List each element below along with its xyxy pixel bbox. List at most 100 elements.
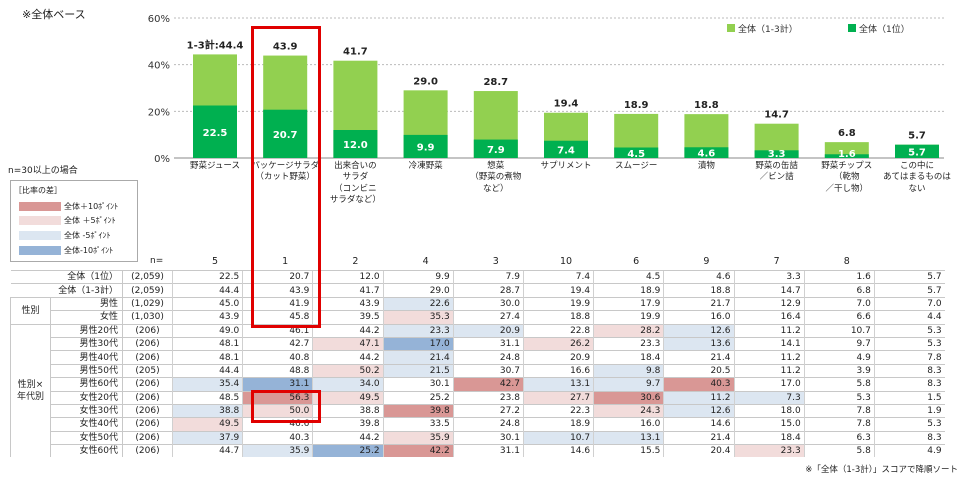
row-label: 女性30代 xyxy=(50,403,123,418)
value-cell: 6.6 xyxy=(803,310,875,325)
value-cell: 8.3 xyxy=(873,363,945,378)
value-cell: 4.9 xyxy=(873,444,945,458)
value-cell: 31.1 xyxy=(242,377,313,392)
value-cell: 5.3 xyxy=(873,323,945,338)
value-cell: 39.5 xyxy=(312,310,384,325)
diff-legend-title: ［比率の差］ xyxy=(14,186,62,195)
row-label: 全体（1-3計） xyxy=(10,283,123,298)
value-cell: 22.8 xyxy=(522,323,594,338)
rank-label: 7 xyxy=(773,256,780,267)
legend-label: 全体（1-3計） xyxy=(738,23,798,35)
category-label: 出来合いの サラダ （コンビニ サラダなど） xyxy=(329,161,381,206)
value-cell: 29.0 xyxy=(382,283,454,298)
table-row: 性別× 年代別 男性20代 (206) 49.0 46.1 44.2 23.3 20.9 22.8… xyxy=(10,323,945,458)
value-cell: 13.1 xyxy=(593,430,664,445)
value-cell: 14.7 xyxy=(733,283,805,298)
table-row: 女性40代 (206) 49.5 46.6 39.8 33.5 24.8 18.9 16.0 14… xyxy=(11,417,945,432)
value-cell: 35.4 xyxy=(171,377,243,392)
value-cell: 35.3 xyxy=(382,310,454,325)
value-cell: 43.9 xyxy=(171,310,243,325)
rank-label: 9 xyxy=(703,256,710,267)
value-cell: 13.6 xyxy=(663,336,734,351)
value-cell: 21.4 xyxy=(382,350,454,365)
value-cell: 3.3 xyxy=(733,269,805,284)
value-cell: 14.1 xyxy=(733,336,805,351)
value-cell: 31.1 xyxy=(452,336,524,351)
sample-size: (206) xyxy=(122,336,173,351)
value-cell: 48.5 xyxy=(171,390,243,405)
row-label: 女性50代 xyxy=(50,430,123,445)
row-label: 女性40代 xyxy=(50,417,123,432)
value-cell: 45.0 xyxy=(171,296,243,311)
table-row: 女性 (1,030) 43.9 45.8 39.5 35.3 27.4 18.8 19.9 16.… xyxy=(11,310,945,325)
value-cell: 30.1 xyxy=(452,430,524,445)
table-row: 全体（1位） (2,059) 22.5 20.7 12.0 9.9 7.9 7.4 4.5 4.6… xyxy=(10,269,945,284)
value-cell: 23.3 xyxy=(382,323,454,338)
value-cell: 21.7 xyxy=(663,296,734,311)
value-cell: 49.0 xyxy=(171,323,243,338)
bar-total-3-label: 41.7 xyxy=(343,47,368,58)
value-cell: 37.9 xyxy=(171,430,243,445)
rank-label: 5 xyxy=(211,256,219,267)
sample-size: (206) xyxy=(122,444,173,458)
value-cell: 19.4 xyxy=(522,283,594,298)
value-cell: 38.8 xyxy=(312,403,384,418)
value-cell: 1.9 xyxy=(873,403,945,418)
category-label: 漬物 xyxy=(697,161,715,171)
category-label: パッケージサラダ （カット野菜） xyxy=(251,161,320,183)
value-cell: 18.0 xyxy=(733,403,805,418)
row-label: 男性20代 xyxy=(50,323,123,338)
value-cell: 21.4 xyxy=(663,430,734,445)
rank-label: 1 xyxy=(282,256,289,267)
value-cell: 12.6 xyxy=(663,403,734,418)
value-cell: 40.3 xyxy=(242,430,313,445)
value-cell: 18.4 xyxy=(593,350,664,365)
value-cell: 14.6 xyxy=(522,444,594,458)
bar-total-3-label: 43.9 xyxy=(273,42,298,53)
value-cell: 40.8 xyxy=(242,350,313,365)
value-cell: 21.5 xyxy=(382,363,454,378)
value-cell: 9.8 xyxy=(593,363,664,378)
value-cell: 1.5 xyxy=(873,390,945,405)
value-cell: 56.3 xyxy=(242,390,313,405)
value-cell: 49.5 xyxy=(171,417,243,432)
bar-total-1 xyxy=(193,105,237,158)
value-cell: 19.9 xyxy=(522,296,594,311)
value-cell: 24.3 xyxy=(593,403,664,418)
value-cell: 33.5 xyxy=(382,417,454,432)
row-label: 男性40代 xyxy=(50,350,123,365)
table-row: 男性30代 (206) 48.1 42.7 47.1 17.0 31.1 26.2 23.3 13… xyxy=(11,336,945,351)
row-label: 女性20代 xyxy=(50,390,123,405)
value-cell: 27.4 xyxy=(452,310,524,325)
category-label: サプリメント xyxy=(540,161,592,171)
value-cell: 17.9 xyxy=(593,296,664,311)
value-cell: 18.9 xyxy=(593,283,664,298)
value-cell: 22.6 xyxy=(382,296,454,311)
value-cell: 16.0 xyxy=(593,417,664,432)
value-cell: 50.0 xyxy=(242,403,313,418)
value-cell: 13.1 xyxy=(522,377,594,392)
table-row: 全体（1-3計） (2,059) 44.4 43.9 41.7 29.0 28.7 19.4 1… xyxy=(10,283,945,298)
value-cell: 22.5 xyxy=(171,269,243,284)
row-label: 女性60代 xyxy=(50,444,123,458)
condition-note: n=30以上の場合 xyxy=(8,166,78,176)
legend-label: 全体 -5ﾎﾟｲﾝﾄ xyxy=(64,231,111,240)
value-cell: 25.2 xyxy=(312,444,384,458)
value-cell: 23.8 xyxy=(452,390,524,405)
value-cell: 7.8 xyxy=(803,403,875,418)
value-cell: 9.7 xyxy=(803,336,875,351)
bar-total-1 xyxy=(684,147,729,158)
value-cell: 15.0 xyxy=(733,417,805,432)
table-row: 女性30代 (206) 38.8 50.0 38.8 39.8 27.2 22.3 24.3 12… xyxy=(11,403,945,418)
bar-total-1-label: 7.4 xyxy=(557,145,575,156)
row-label: 女性 xyxy=(50,310,123,325)
value-cell: 4.4 xyxy=(873,310,945,325)
value-cell: 19.9 xyxy=(593,310,664,325)
category-label: 冷凍野菜 xyxy=(408,161,443,171)
category-label: スムージー xyxy=(615,161,658,171)
value-cell: 7.3 xyxy=(733,390,805,405)
value-cell: 7.8 xyxy=(873,350,945,365)
value-cell: 23.3 xyxy=(733,444,805,458)
row-label: 男性50代 xyxy=(50,363,123,378)
value-cell: 43.9 xyxy=(312,296,384,311)
